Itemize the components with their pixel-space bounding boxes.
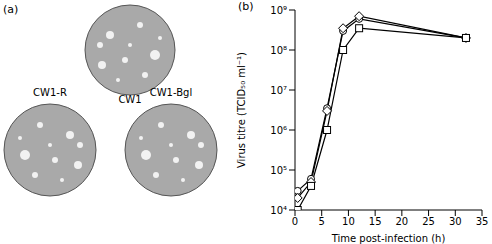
svg-text:20: 20 <box>395 216 408 227</box>
svg-text:10⁷: 10⁷ <box>270 85 287 96</box>
svg-text:CW1: CW1 <box>118 94 141 105</box>
svg-text:(a): (a) <box>3 3 18 16</box>
svg-text:25: 25 <box>422 216 435 227</box>
html-text:(b): (b) <box>238 0 254 13</box>
svg-text:10⁴: 10⁴ <box>270 205 287 216</box>
svg-text:10⁸: 10⁸ <box>270 45 287 56</box>
svg-text:CW1-Bgl: CW1-Bgl <box>150 87 192 98</box>
svg-text:0: 0 <box>292 216 298 227</box>
svg-text:5: 5 <box>319 216 325 227</box>
svg-text:10⁹: 10⁹ <box>270 5 287 16</box>
svg-text:Time post-infection (h): Time post-infection (h) <box>331 233 446 244</box>
svg-text:30: 30 <box>449 216 462 227</box>
svg-text:CW1-R: CW1-R <box>33 87 67 98</box>
svg-text:35: 35 <box>476 216 489 227</box>
svg-text:10: 10 <box>342 216 355 227</box>
svg-text:Virus titre (TCID₅₀ ml⁻¹): Virus titre (TCID₅₀ ml⁻¹) <box>236 52 247 168</box>
svg-text:10⁵: 10⁵ <box>270 165 287 176</box>
svg-text:10⁶: 10⁶ <box>270 125 287 136</box>
svg-text:15: 15 <box>369 216 382 227</box>
